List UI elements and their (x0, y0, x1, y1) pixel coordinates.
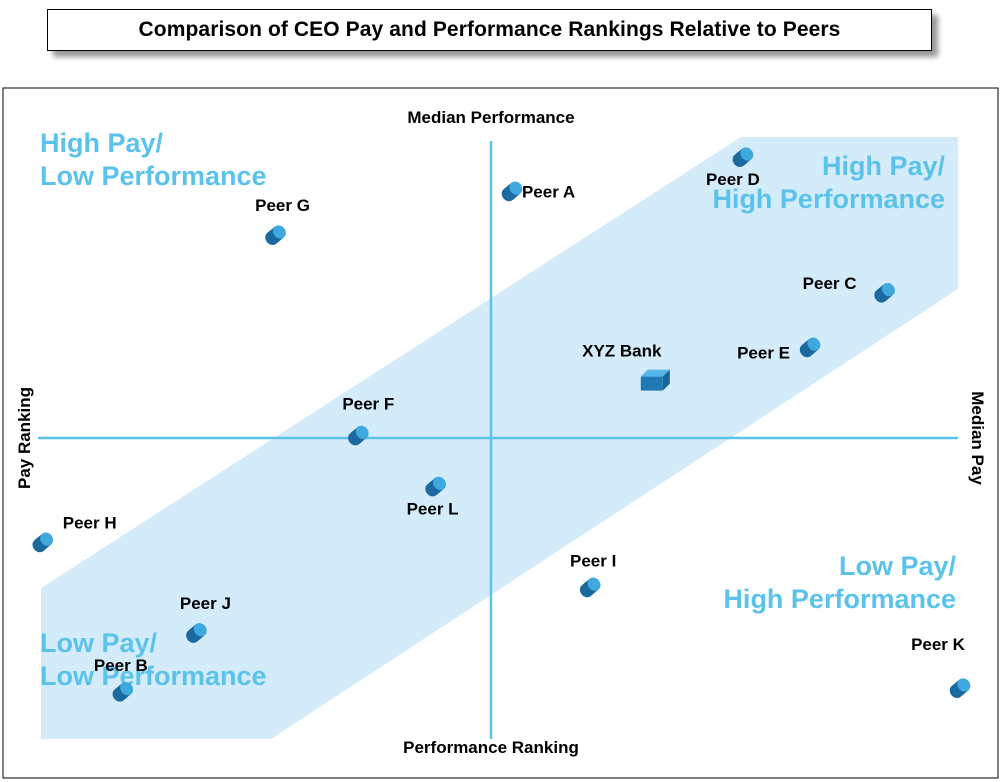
point-peer-i: Peer I (570, 551, 616, 598)
cube-top (640, 369, 670, 377)
chart-title-box: Comparison of CEO Pay and Performance Ra… (47, 9, 932, 51)
data-points: Peer A Peer B Peer C Peer D Peer E Peer F Peer… (32, 147, 971, 702)
quadrant-label-high-pay-high-performance-line2: High Performance (712, 184, 945, 214)
point-label-peer-h: Peer H (63, 513, 117, 532)
quadrant-label-high-pay-low-performance-line1: High Pay/ (40, 128, 164, 158)
point-label-peer-j: Peer J (180, 594, 231, 613)
point-peer-g: Peer G (255, 196, 310, 246)
point-label-xyz-bank: XYZ Bank (582, 342, 662, 361)
point-label-peer-e: Peer E (737, 343, 790, 362)
cylinder-marker (265, 225, 286, 246)
point-peer-h: Peer H (32, 513, 117, 553)
quadrant-label-low-pay-low-performance-line2: Low Performance (40, 661, 267, 691)
chart-title: Comparison of CEO Pay and Performance Ra… (138, 18, 841, 41)
quadrant-label-high-pay-high-performance-line1: High Pay/ (822, 151, 946, 181)
quadrant-labels: High Pay/Low Performance High Pay/High Pe… (40, 128, 956, 691)
point-peer-f: Peer F (342, 395, 394, 446)
point-peer-a: Peer A (501, 181, 575, 202)
cylinder-marker (186, 623, 207, 643)
point-label-peer-f: Peer F (342, 395, 394, 414)
point-label-peer-l: Peer L (407, 500, 459, 519)
cylinder-marker (874, 282, 895, 303)
quadrant-label-high-pay-low-performance-line2: Low Performance (40, 161, 267, 191)
point-label-peer-c: Peer C (803, 274, 857, 293)
point-label-peer-d: Peer D (706, 170, 760, 189)
cylinder-marker (112, 681, 134, 702)
cube-side (662, 369, 670, 391)
point-label-peer-i: Peer I (570, 551, 616, 570)
median-pay-label: Median Pay (968, 391, 987, 485)
point-xyz-bank: XYZ Bank (582, 342, 670, 391)
point-peer-l: Peer L (407, 476, 459, 519)
point-label-peer-g: Peer G (255, 196, 310, 215)
point-label-peer-k: Peer K (911, 635, 966, 654)
point-label-peer-b: Peer B (94, 656, 148, 675)
quadrant-label-low-pay-high-performance-line2: High Performance (723, 584, 956, 614)
cylinder-marker (732, 147, 754, 168)
cube-front (640, 376, 663, 391)
point-peer-j: Peer J (180, 594, 231, 643)
point-peer-d: Peer D (706, 147, 760, 189)
cylinder-marker (949, 678, 971, 699)
plot-frame (2, 87, 999, 779)
cylinder-marker (348, 425, 369, 446)
point-peer-c: Peer C (803, 274, 895, 303)
point-peer-k: Peer K (911, 635, 971, 699)
median-performance-label: Median Performance (407, 108, 574, 127)
y-axis-label: Pay Ranking (15, 387, 34, 489)
quadrant-label-low-pay-low-performance-line1: Low Pay/ (40, 628, 158, 658)
point-peer-e: Peer E (737, 337, 821, 362)
point-label-peer-a: Peer A (522, 182, 575, 201)
cylinder-marker (32, 532, 54, 553)
point-peer-b: Peer B (94, 656, 148, 702)
x-axis-label: Performance Ranking (403, 738, 579, 757)
cylinder-marker (425, 476, 446, 497)
quadrant-label-low-pay-high-performance-line1: Low Pay/ (839, 551, 957, 581)
cylinder-marker (799, 337, 821, 358)
cylinder-marker (579, 577, 601, 598)
cylinder-marker (501, 181, 523, 202)
